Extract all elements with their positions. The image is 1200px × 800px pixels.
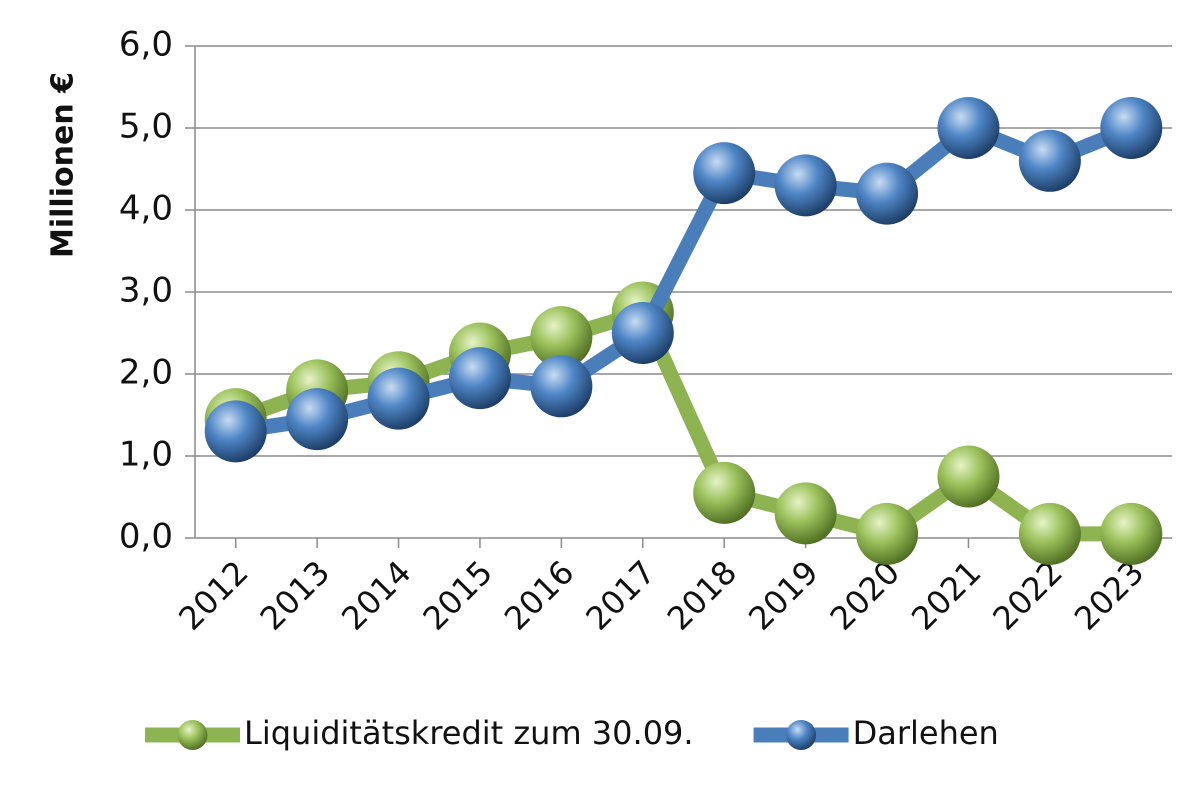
x-tick-label: 2018: [660, 553, 744, 637]
series-line: [233, 305, 1132, 542]
data-point: [693, 461, 756, 524]
x-tick-label: 2013: [253, 553, 337, 637]
x-tick-label: 2021: [904, 553, 988, 637]
data-point: [1018, 502, 1081, 565]
y-tick-label: 6,0: [119, 25, 173, 65]
data-point: [856, 502, 919, 565]
data-point: [1100, 97, 1163, 159]
x-tick-label: 2022: [985, 553, 1069, 637]
data-point: [937, 445, 1000, 508]
data-point: [367, 367, 430, 430]
data-point: [530, 306, 593, 369]
data-point: [530, 355, 593, 418]
data-point: [204, 400, 267, 463]
series: [204, 97, 1163, 463]
y-tick-label: 0,0: [119, 517, 173, 557]
series: [204, 281, 1163, 565]
x-tick-label: 2020: [823, 553, 907, 637]
data-point: [693, 142, 756, 205]
data-point: [1018, 129, 1081, 192]
y-tick-label: 4,0: [119, 189, 173, 229]
x-tick-label: 2019: [741, 553, 825, 637]
x-tick-label: 2015: [416, 553, 500, 637]
data-point: [611, 302, 674, 364]
y-tick-label: 2,0: [119, 353, 173, 393]
x-tick-label: 2016: [497, 553, 581, 637]
y-tick-label: 5,0: [119, 107, 173, 147]
y-tick-label: 3,0: [119, 271, 173, 311]
x-tick-label: 2012: [171, 553, 255, 637]
data-point: [937, 97, 1000, 159]
data-point: [1100, 502, 1163, 565]
legend-marker: [786, 720, 817, 750]
legend-label: Liquiditätskredit zum 30.09.: [244, 714, 694, 752]
data-point: [856, 162, 919, 225]
x-tick-label: 2017: [578, 553, 662, 637]
data-point: [286, 388, 349, 451]
y-axis-title: Millionen €: [46, 72, 81, 258]
data-point: [774, 482, 837, 545]
legend-label: Darlehen: [853, 714, 999, 752]
y-tick-label: 1,0: [119, 435, 173, 475]
legend-marker: [177, 720, 208, 750]
x-tick-label: 2014: [334, 553, 418, 637]
data-point: [448, 347, 511, 410]
x-tick-label: 2023: [1067, 553, 1151, 637]
data-point: [774, 154, 837, 217]
